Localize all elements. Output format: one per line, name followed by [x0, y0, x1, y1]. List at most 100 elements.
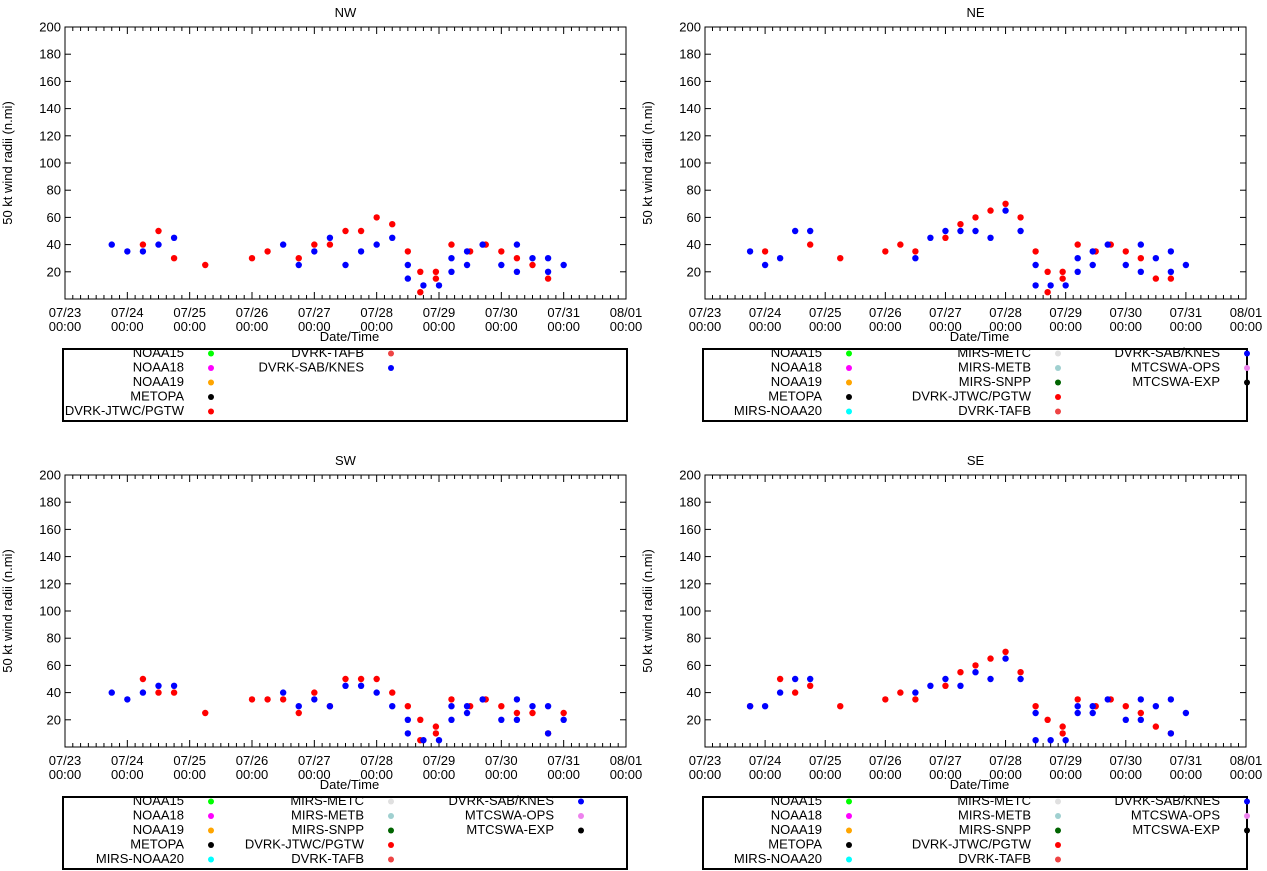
data-point-dvrk-sab-knes	[311, 248, 318, 255]
y-tick-label: 180	[679, 495, 701, 510]
data-point-dvrk-sab-knes	[1089, 248, 1096, 255]
x-tick-label-time: 00:00	[1049, 319, 1082, 334]
y-tick-label: 180	[39, 495, 61, 510]
data-point-dvrk-sab-knes	[448, 716, 455, 723]
y-tick-label: 120	[39, 128, 61, 143]
data-point-dvrk-jtwc-pgtw	[342, 227, 349, 235]
data-point-dvrk-sab-knes	[279, 241, 287, 248]
data-point-dvrk-sab-knes	[342, 682, 349, 689]
data-point-dvrk-sab-knes	[1047, 282, 1054, 289]
x-tick-label-date: 07/29	[423, 305, 456, 320]
data-point-dvrk-sab-knes	[513, 716, 521, 723]
data-point-dvrk-sab-knes	[544, 730, 552, 737]
data-point-dvrk-jtwc-pgtw	[389, 689, 396, 696]
y-tick-label: 200	[679, 20, 701, 35]
data-point-dvrk-sab-knes	[942, 675, 949, 683]
x-tick-label-time: 00:00	[298, 767, 331, 782]
x-axis-label: Date/Time	[950, 777, 1009, 792]
data-point-dvrk-jtwc-pgtw	[1059, 723, 1066, 730]
x-tick-label-date: 07/25	[809, 753, 842, 768]
data-point-dvrk-sab-knes	[448, 268, 455, 275]
data-point-dvrk-sab-knes	[357, 682, 365, 689]
data-point-dvrk-jtwc-pgtw	[1122, 703, 1129, 710]
data-point-dvrk-sab-knes	[791, 675, 799, 683]
data-point-dvrk-jtwc-pgtw	[1167, 275, 1175, 282]
legend-marker	[1244, 379, 1250, 386]
x-tick-label-date: 07/23	[49, 305, 82, 320]
x-tick-label-date: 07/24	[111, 753, 144, 768]
data-point-dvrk-sab-knes	[1002, 655, 1009, 662]
data-point-dvrk-sab-knes	[912, 255, 919, 262]
y-tick-label: 200	[39, 20, 61, 35]
data-point-dvrk-sab-knes	[498, 261, 505, 269]
data-point-dvrk-jtwc-pgtw	[987, 655, 994, 662]
data-point-dvrk-sab-knes	[529, 255, 536, 262]
x-tick-label-time: 00:00	[929, 319, 962, 334]
legend-entry-label: MTCSWA-OPS	[465, 808, 554, 823]
x-axis-label: Date/Time	[320, 777, 379, 792]
data-point-dvrk-sab-knes	[463, 261, 471, 269]
data-point-dvrk-sab-knes	[927, 682, 934, 689]
legend-entry-label: DVRK-TAFB	[958, 403, 1031, 418]
legend-marker	[846, 856, 852, 863]
data-point-dvrk-sab-knes	[1182, 261, 1190, 269]
data-point-dvrk-sab-knes	[1137, 696, 1145, 703]
data-point-dvrk-jtwc-pgtw	[912, 248, 919, 255]
x-tick-label-time: 00:00	[547, 767, 580, 782]
data-point-dvrk-jtwc-pgtw	[1044, 716, 1051, 723]
y-tick-label: 20	[47, 712, 61, 727]
data-point-dvrk-jtwc-pgtw	[432, 723, 440, 730]
x-tick-label-date: 07/29	[1049, 753, 1082, 768]
data-point-dvrk-sab-knes	[448, 255, 455, 262]
legend-marker	[846, 394, 852, 400]
data-point-dvrk-sab-knes	[957, 682, 964, 689]
data-point-dvrk-jtwc-pgtw	[1017, 669, 1024, 676]
data-point-dvrk-sab-knes	[957, 227, 964, 235]
data-point-dvrk-sab-knes	[463, 709, 471, 717]
legend-entry-label: METOPA	[130, 389, 184, 404]
data-point-dvrk-sab-knes	[1002, 207, 1009, 214]
legend-entry-label: MIRS-METC	[290, 793, 364, 808]
x-tick-label-time: 00:00	[689, 319, 722, 334]
legend-entry-label: DVRK-JTWC/PGTW	[912, 389, 1032, 404]
data-point-dvrk-sab-knes	[1167, 268, 1175, 275]
legend-entry-label: DVRK-SAB/KNES	[1115, 345, 1221, 360]
data-point-dvrk-jtwc-pgtw	[498, 703, 505, 710]
data-point-dvrk-jtwc-pgtw	[432, 275, 440, 282]
legend-entry-label: MIRS-METC	[957, 345, 1031, 360]
data-point-dvrk-sab-knes	[791, 227, 799, 235]
data-point-dvrk-jtwc-pgtw	[170, 689, 178, 696]
legend-entry-label: MTCSWA-EXP	[1132, 374, 1220, 389]
legend-marker	[846, 827, 852, 834]
legend-entry-label: MIRS-METB	[291, 808, 364, 823]
y-tick-label: 20	[47, 264, 61, 279]
plot-frame	[64, 26, 627, 300]
legend-marker	[846, 365, 852, 371]
panel-title: SW	[335, 453, 357, 468]
data-point-dvrk-jtwc-pgtw	[432, 268, 440, 275]
x-tick-label-date: 07/24	[749, 753, 782, 768]
legend-box	[62, 348, 628, 422]
y-tick-label: 160	[39, 522, 61, 537]
x-tick-label-time: 00:00	[929, 767, 962, 782]
x-tick-label-time: 00:00	[610, 319, 643, 334]
y-axis-label: 50 kt wind radii (n.mi)	[640, 549, 655, 673]
legend-entry-label: MIRS-NOAA20	[96, 851, 184, 866]
data-point-dvrk-sab-knes	[1074, 268, 1081, 275]
data-point-dvrk-jtwc-pgtw	[404, 248, 412, 255]
legend-entry-label: DVRK-TAFB	[291, 345, 364, 360]
x-tick-label-time: 00:00	[173, 319, 206, 334]
data-point-dvrk-sab-knes	[1032, 261, 1039, 269]
data-point-dvrk-jtwc-pgtw	[1044, 268, 1051, 275]
data-point-dvrk-sab-knes	[1122, 716, 1129, 723]
data-point-dvrk-sab-knes	[420, 737, 427, 744]
data-point-dvrk-sab-knes	[1032, 737, 1039, 744]
x-tick-label-time: 00:00	[989, 319, 1022, 334]
data-point-dvrk-jtwc-pgtw	[912, 696, 919, 703]
legend-entry-label: MTCSWA-EXP	[466, 822, 554, 837]
x-tick-label-time: 00:00	[49, 319, 82, 334]
data-point-dvrk-sab-knes	[373, 689, 380, 696]
x-tick-label-date: 07/25	[809, 305, 842, 320]
data-point-dvrk-jtwc-pgtw	[248, 255, 256, 262]
legend-marker	[208, 394, 214, 400]
